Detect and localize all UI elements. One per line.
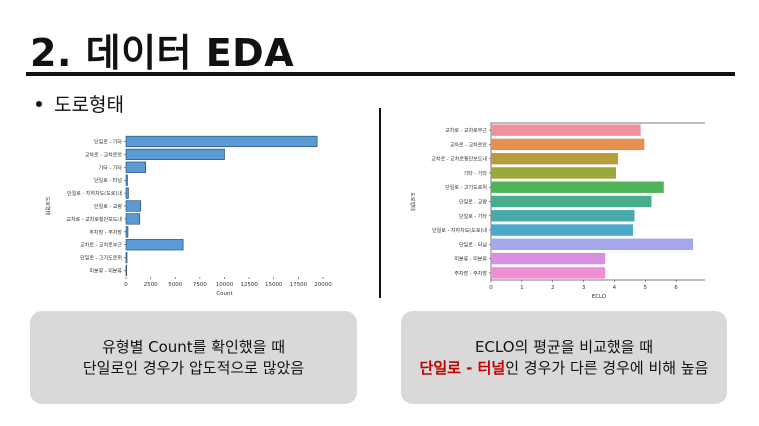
y-tick-label: 단일로 - 터널 [94, 177, 122, 184]
x-tick-label: 1 [520, 285, 524, 291]
x-tick-label: 5 [644, 285, 648, 291]
bar [125, 239, 184, 251]
bar [491, 252, 606, 265]
y-tick-label: 교차로 - 교차로횡단보도내 [431, 156, 487, 163]
slide-title: 2. 데이터 EDA [30, 31, 295, 75]
y-tick-label: 교차로 - 교차로부근 [445, 127, 487, 134]
y-tick-label: 단일로 - 지하차도(도로)내 [67, 190, 122, 197]
title-underline [26, 72, 735, 76]
bar [125, 200, 142, 212]
right-card-line2: 단일로 - 터널인 경우가 다른 경우에 비해 높음 [420, 358, 709, 379]
bar [125, 252, 128, 264]
x-tick-label: 12500 [240, 282, 258, 288]
y-tick-label: 교차로 - 교차로횡단보도내 [66, 216, 122, 223]
right-card-line1: ECLO의 평균을 비교했을 때 [474, 337, 654, 356]
right-summary-card: ECLO의 평균을 비교했을 때 단일로 - 터널인 경우가 다른 경우에 비해… [401, 311, 727, 404]
bar [491, 124, 641, 136]
bar [491, 152, 619, 165]
x-axis-label: ECLO [592, 294, 607, 300]
bar [125, 213, 141, 225]
y-tick-label: 단일로 - 기타 [459, 213, 487, 220]
bar [125, 264, 127, 277]
x-tick-label: 7500 [193, 282, 207, 288]
x-tick-label: 15000 [265, 282, 283, 288]
y-tick-label: 단일로 - 기타 [94, 138, 122, 145]
bar [125, 187, 129, 199]
x-tick-label: 2500 [144, 282, 158, 288]
y-axis-label: 도로형태 [44, 197, 51, 216]
bar [125, 135, 318, 148]
bar [491, 181, 664, 193]
y-tick-label: 단일로 - 지하차도(도로)내 [432, 227, 487, 234]
bar [125, 174, 128, 186]
y-tick-label: 미분류 - 미분류 [89, 268, 122, 275]
y-tick-label: 단일로 - 교량 [459, 199, 487, 206]
y-tick-label: 단일로 - 고가도로위 [80, 255, 122, 262]
bar [125, 148, 225, 160]
right-card-highlight: 단일로 - 터널 [419, 358, 506, 377]
y-tick-label: 단일로 - 터널 [459, 241, 487, 248]
y-tick-label: 단일로 - 교량 [94, 203, 122, 210]
bullet-row: 도로형태 [36, 90, 124, 117]
x-tick-label: 5000 [168, 282, 182, 288]
left-card-line1: 유형별 Count를 확인했을 때 [101, 337, 286, 356]
bar [125, 161, 147, 173]
y-tick-label: 단일로 - 고가도로위 [445, 184, 487, 191]
bar [491, 238, 694, 251]
x-tick-label: 3 [582, 285, 586, 291]
vertical-divider [379, 108, 381, 298]
y-tick-label: 기타 - 기타 [99, 164, 123, 171]
x-tick-label: 6 [674, 285, 678, 291]
y-tick-label: 기타 - 기타 [464, 170, 488, 177]
right-card-line2-rest: 인 경우가 다른 경우에 비해 높음 [505, 358, 709, 377]
x-tick-label: 10000 [216, 282, 234, 288]
bar [491, 138, 645, 151]
x-tick-label: 20000 [314, 282, 332, 288]
bar [491, 195, 652, 208]
x-tick-label: 4 [613, 285, 617, 291]
y-tick-label: 교차로 - 교차로안 [85, 151, 123, 158]
left-card-line2: 단일로인 경우가 압도적으로 많았음 [82, 358, 305, 377]
y-tick-label: 교차로 - 교차로안 [450, 141, 488, 148]
x-tick-label: 0 [124, 282, 128, 288]
x-axis-label: Count [216, 291, 233, 297]
bullet-text: 도로형태 [54, 94, 124, 116]
x-tick-label: 17500 [290, 282, 308, 288]
y-tick-label: 주차장 - 주차장 [89, 229, 122, 236]
y-tick-label: 교차로 - 교차로부근 [80, 242, 122, 249]
bar [491, 224, 633, 236]
bar [125, 226, 129, 238]
x-tick-label: 0 [489, 285, 493, 291]
bullet-dot-icon [36, 100, 42, 107]
y-tick-label: 미분류 - 미분류 [454, 256, 487, 263]
left-summary-card: 유형별 Count를 확인했을 때 단일로인 경우가 압도적으로 많았음 [30, 311, 357, 404]
bar [491, 167, 616, 179]
y-tick-label: 주차장 - 주차장 [454, 270, 487, 277]
y-axis-label: 도로형태 [409, 192, 416, 211]
x-tick-label: 2 [551, 285, 555, 291]
bar [491, 210, 635, 222]
bar [491, 267, 606, 279]
